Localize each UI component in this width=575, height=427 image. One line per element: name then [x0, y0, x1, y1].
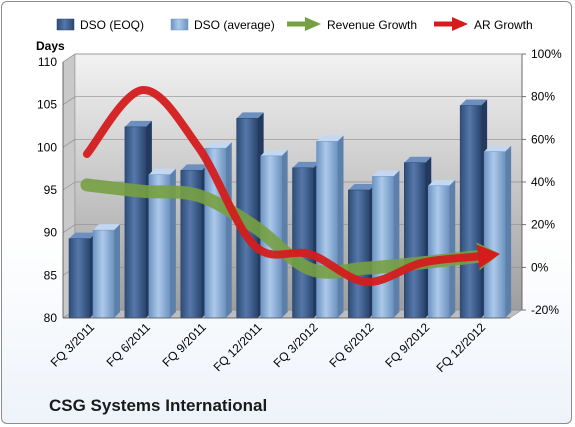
gridline-side	[62, 139, 76, 148]
bar-side	[449, 179, 456, 318]
bar-face	[92, 229, 115, 319]
x-axis: FQ 3/2011 FQ 6/2011 FQ 9/2011 FQ 12/2011 FQ …	[48, 317, 510, 375]
x-tick-label: FQ 9/2011	[159, 320, 209, 370]
bar-dso-average	[92, 224, 120, 319]
bar-side	[505, 145, 512, 318]
bar-dso-eoq	[404, 156, 432, 319]
bar-face	[292, 167, 314, 319]
gridline-side	[62, 224, 76, 233]
y2-tick-label: 20%	[531, 218, 555, 232]
bar-face	[404, 162, 426, 319]
bar-top	[428, 179, 456, 186]
bar-top	[69, 232, 96, 239]
bar-top	[460, 99, 488, 106]
gridline-side	[62, 181, 76, 191]
y-tick-label: 80	[44, 311, 58, 325]
legend-swatch-dso-eoq	[56, 18, 75, 31]
y-tick-label: 110	[38, 55, 57, 69]
bar-face	[428, 185, 450, 319]
bar-top	[372, 170, 400, 177]
bar-top	[93, 224, 120, 231]
bar-dso-eoq	[292, 161, 320, 319]
x-tick-label: FQ 6/2011	[104, 320, 154, 370]
series-arrowhead	[476, 244, 500, 269]
bar-top	[484, 145, 512, 152]
bar-face	[483, 151, 506, 319]
bar-dso-eoq	[348, 184, 376, 319]
bar-side	[337, 135, 344, 318]
bar-dso-average	[148, 168, 176, 319]
bar-side	[114, 224, 120, 318]
x-tick-label: FQ 12/2011	[211, 320, 265, 374]
legend-arrow-revenue-growth	[287, 17, 321, 31]
bar-series	[68, 99, 512, 319]
bar-top	[404, 156, 432, 163]
y2-tick-label: 80%	[531, 90, 555, 104]
bar-top	[236, 112, 264, 119]
y-tick-label: 90	[44, 226, 58, 240]
y2-tick-label: 60%	[531, 132, 555, 146]
legend-label-dso-average: DSO (average)	[194, 18, 275, 32]
y2-tick-label: 0%	[531, 260, 549, 274]
x-tick-label: FQ 12/2012	[433, 320, 488, 375]
x-tick-label: FQ 6/2012	[326, 320, 376, 370]
bar-top	[180, 164, 208, 171]
bar-face	[316, 141, 338, 319]
bar-face	[459, 105, 482, 319]
legend-swatch-dso-average	[170, 18, 189, 31]
y-tick-label: 100	[37, 140, 57, 154]
bar-top	[124, 120, 152, 127]
bar-face	[124, 126, 147, 319]
legend-label-ar-growth: AR Growth	[474, 18, 533, 32]
legend-item-ar-growth: AR Growth	[434, 17, 533, 32]
bar-side	[225, 142, 232, 318]
legend-item-dso-eoq: DSO (EOQ)	[56, 18, 144, 32]
bar-dso-eoq	[68, 232, 96, 319]
y-tick-label: 95	[44, 183, 58, 197]
bar-side	[281, 149, 288, 318]
y2-tick-label: 100%	[531, 47, 562, 61]
x-tick-label: FQ 3/2011	[48, 320, 98, 370]
y-axis-label: Days	[36, 39, 65, 53]
y2-axis: -20% 0% 20% 40% 60% 80% 100%	[521, 47, 562, 317]
gridline-side	[62, 96, 76, 105]
legend-label-dso-eoq: DSO (EOQ)	[80, 18, 144, 32]
line-ar-growth	[82, 86, 500, 287]
bar-dso-average	[372, 170, 400, 319]
bar-dso-average	[428, 179, 456, 319]
x-tick-label: FQ 9/2012	[382, 320, 432, 370]
legend-arrow-ar-growth	[434, 17, 468, 31]
y2-tick-label: 40%	[531, 175, 555, 189]
bar-side	[393, 170, 400, 318]
y2-tick-label: -20%	[531, 303, 559, 317]
y-tick-label: 105	[37, 98, 57, 112]
y-tick-label: 85	[44, 268, 58, 282]
bar-top	[292, 161, 320, 168]
bar-top	[348, 184, 376, 190]
bar-dso-average	[483, 145, 512, 319]
y-axis: 80 85 90 95 100 105 110	[37, 55, 64, 325]
bar-dso-eoq	[459, 99, 488, 319]
bar-dso-average	[316, 135, 344, 319]
legend: DSO (EOQ) DSO (average) Revenue Growth A…	[56, 17, 533, 32]
bar-top	[316, 135, 344, 142]
line-series	[80, 86, 500, 287]
bar-side	[169, 168, 176, 318]
series-line	[82, 86, 483, 287]
bar-face	[68, 238, 91, 319]
legend-label-revenue-growth: Revenue Growth	[327, 18, 417, 32]
bar-face	[372, 176, 394, 319]
gridline-side	[62, 53, 76, 63]
chart-title: CSG Systems International	[49, 396, 268, 415]
bar-top	[260, 149, 288, 156]
bar-top	[204, 142, 232, 149]
legend-item-revenue-growth: Revenue Growth	[287, 17, 417, 32]
x-tick-label: FQ 3/2012	[271, 320, 321, 370]
bar-dso-eoq	[124, 120, 152, 319]
bar-face	[348, 189, 370, 319]
bar-top	[148, 168, 176, 175]
legend-item-dso-average: DSO (average)	[170, 18, 275, 32]
